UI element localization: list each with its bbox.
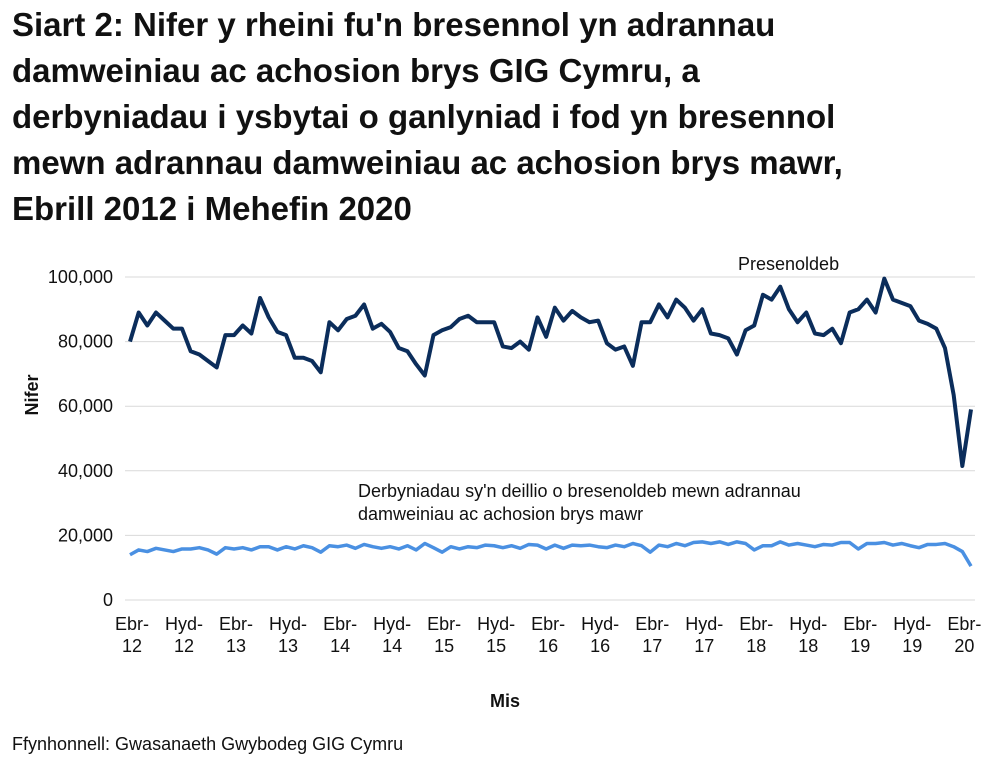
x-tick-label: Hyd-16 bbox=[581, 614, 619, 656]
y-tick-label: 20,000 bbox=[58, 525, 113, 545]
x-tick-label: Ebr-16 bbox=[531, 614, 565, 656]
x-tick-label: Hyd-19 bbox=[893, 614, 931, 656]
y-tick-label: 0 bbox=[103, 590, 113, 610]
x-axis-title: Mis bbox=[490, 691, 520, 711]
x-tick-label: Hyd-13 bbox=[269, 614, 307, 656]
x-tick-label: Hyd-14 bbox=[373, 614, 411, 656]
x-tick-label: Ebr-19 bbox=[843, 614, 877, 656]
x-tick-label: Ebr-12 bbox=[115, 614, 149, 656]
series-line bbox=[128, 276, 973, 468]
y-tick-label: 100,000 bbox=[48, 267, 113, 287]
series-line bbox=[129, 540, 973, 567]
x-tick-label: Hyd-15 bbox=[477, 614, 515, 656]
x-tick-label: Ebr-20 bbox=[947, 614, 981, 656]
x-tick-label: Ebr-15 bbox=[427, 614, 461, 656]
x-tick-label: Ebr-17 bbox=[635, 614, 669, 656]
chart-title: Siart 2: Nifer y rheini fu'n bresennol y… bbox=[12, 6, 843, 227]
x-tick-label: Hyd-12 bbox=[165, 614, 203, 656]
y-tick-label: 80,000 bbox=[58, 332, 113, 352]
x-tick-label: Ebr-13 bbox=[219, 614, 253, 656]
series-label: Presenoldeb bbox=[738, 254, 839, 274]
x-tick-label: Ebr-14 bbox=[323, 614, 357, 656]
y-tick-label: 40,000 bbox=[58, 461, 113, 481]
x-tick-label: Ebr-18 bbox=[739, 614, 773, 656]
series-label: Derbyniadau sy'n deillio o bresenoldeb m… bbox=[358, 481, 801, 524]
x-tick-label: Hyd-18 bbox=[789, 614, 827, 656]
x-tick-label: Hyd-17 bbox=[685, 614, 723, 656]
source: Ffynhonnell: Gwasanaeth Gwybodeg GIG Cym… bbox=[12, 734, 403, 754]
y-axis-title: Nifer bbox=[22, 374, 42, 415]
y-tick-label: 60,000 bbox=[58, 396, 113, 416]
